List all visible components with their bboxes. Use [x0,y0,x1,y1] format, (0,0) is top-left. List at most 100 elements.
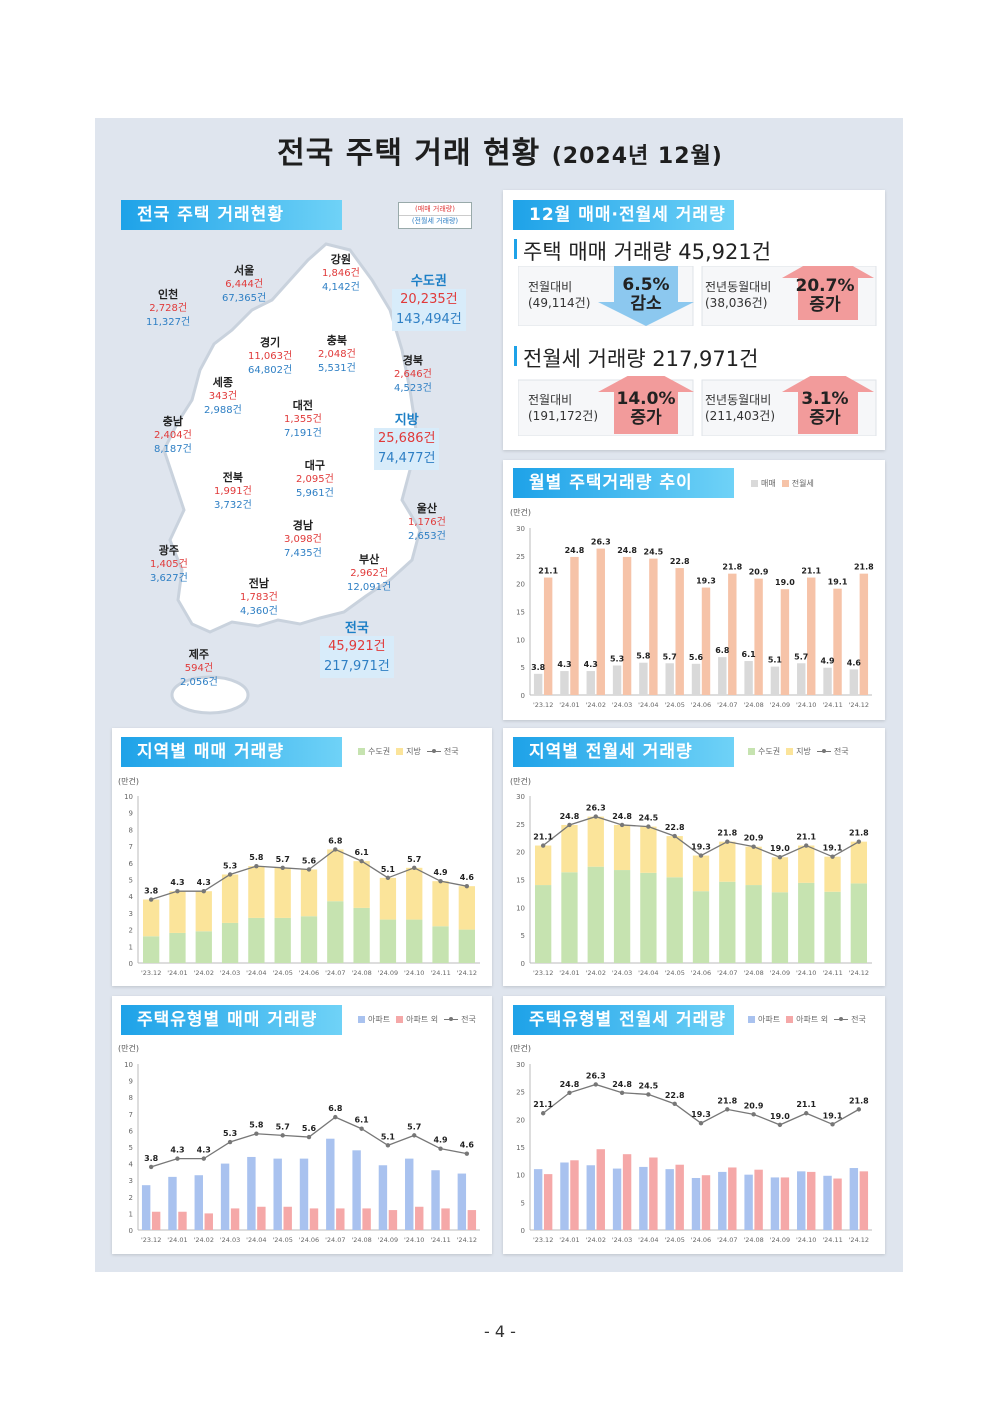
bar-아파트 외 [543,1174,553,1230]
region-name: 광주 [158,544,180,557]
line-point [385,1143,391,1148]
y-tick-label: 4 [129,1161,134,1169]
x-tick-label: '24.06 [691,701,711,709]
region-sale: 1,405건 [150,559,188,570]
rent-yoy-value: 3.1% 증가 [786,390,864,428]
bar-아파트 [770,1177,780,1230]
y-tick-label: 15 [516,609,525,617]
bar-아파트 [352,1150,361,1230]
legend-label: 지방 [796,747,811,756]
region-rent: 3,627건 [150,573,188,584]
data-label: 19.3 [691,843,711,852]
bar-아파트 [457,1173,467,1230]
y-tick-label: 20 [516,849,525,857]
line-point [148,1164,154,1170]
region-name: 전북 [222,471,244,484]
y-tick-label: 8 [129,826,133,834]
x-tick-label: '24.04 [246,1236,266,1244]
line-point [646,824,651,829]
legend-label: 아파트 [368,1015,391,1024]
line-point [306,867,312,872]
data-label: 21.8 [849,829,869,838]
x-tick-label: '24.11 [822,969,842,977]
data-label: 4.3 [170,1146,184,1155]
x-tick-label: '24.11 [430,1236,450,1244]
page-number: - 4 - [484,1322,516,1341]
bar-아파트 [691,1177,701,1230]
bar-아파트 외 [362,1208,371,1230]
line-point [672,1101,677,1107]
bar-매매 [718,657,727,695]
map-legend-rent: (전월세 거래량) [399,215,471,227]
bar-아파트 [560,1162,569,1230]
region-gyeonggi: 경기 11,063건 64,802건 [248,336,292,378]
data-label: 4.3 [197,1146,211,1155]
region-sale: 2,962건 [350,568,389,579]
data-label: 5.8 [636,652,651,661]
bar-매매 [797,663,806,695]
line-point [359,1126,364,1131]
data-label: 6.1 [355,1116,370,1125]
rent-yoy-arrow-up [782,376,874,434]
chart-ribbon-type-sale: 주택유형별 매매 거래량 [121,1005,342,1035]
line-point [438,878,443,884]
data-label: 21.1 [538,567,558,576]
bar-아파트 [533,1169,543,1230]
region-rent: 4,142건 [322,282,360,293]
region-rent: 2,056건 [180,677,218,688]
region-daegu: 대구 2,095건 5,961건 [296,459,334,501]
sale-compare-boxes [518,266,877,326]
region-ulsan: 울산 1,176건 2,653건 [408,502,446,544]
bar-지방 [142,899,160,937]
x-tick-label: '24.08 [743,701,763,709]
bar-지방 [613,824,631,871]
x-tick-label: '24.12 [457,969,477,977]
bar-수도권 [798,882,815,963]
data-label: 24.5 [644,548,664,557]
region-jeonbuk: 전북 1,991건 3,732건 [214,471,252,513]
x-tick-label: '24.04 [638,969,658,977]
y-tick-label: 15 [516,1144,525,1152]
region-name: 세종 [212,376,234,389]
region-busan: 부산 2,962건 12,091건 [347,553,391,595]
bar-수도권 [406,919,423,963]
legend-swatch [781,480,789,487]
bar-지방 [327,849,344,902]
bar-아파트 [823,1175,832,1230]
x-tick-label: '24.09 [378,969,398,977]
x-tick-label: '24.09 [770,1236,790,1244]
legend-label: 전국 [833,747,849,756]
bar-지방 [587,816,604,867]
legend-swatch [358,1016,365,1023]
region-daejeon: 대전 1,355건 7,191건 [284,399,322,441]
region-name: 전남 [248,577,270,590]
region-rent: 2,653건 [408,531,446,542]
map-legend: (매매 거래량) (전월세 거래량) [398,202,472,229]
data-label: 5.6 [302,856,317,865]
line-point [830,1122,835,1127]
x-tick-label: '24.09 [770,969,790,977]
bar-아파트 [247,1156,256,1230]
data-label: 3.8 [531,663,546,672]
data-label: 24.5 [639,1081,659,1090]
page-title-text: 전국 주택 거래 현황 [277,136,541,171]
region-rent: 4,360건 [240,606,278,617]
x-tick-label: '24.09 [378,1236,398,1244]
total-local: 지방 25,686건 74,477건 [374,414,440,470]
bar-아파트 외 [780,1177,790,1230]
bar-아파트 [405,1158,414,1230]
bar-지방 [561,824,578,873]
region-gangwon: 강원 1,846건 4,142건 [322,253,360,295]
x-tick-label: '24.03 [220,1236,240,1244]
data-label: 24.5 [639,814,659,823]
legend-label: 전월세 [791,479,814,488]
sale-mom-arrow-down [598,266,694,326]
data-label: 21.8 [849,1096,869,1105]
region-gwangju: 광주 1,405건 3,627건 [150,544,188,586]
bar-수도권 [274,917,291,963]
data-label: 26.3 [586,1071,606,1080]
line-point [175,888,180,894]
bar-매매 [533,673,543,695]
bar-수도권 [745,885,762,963]
bar-아파트 외 [178,1211,187,1230]
